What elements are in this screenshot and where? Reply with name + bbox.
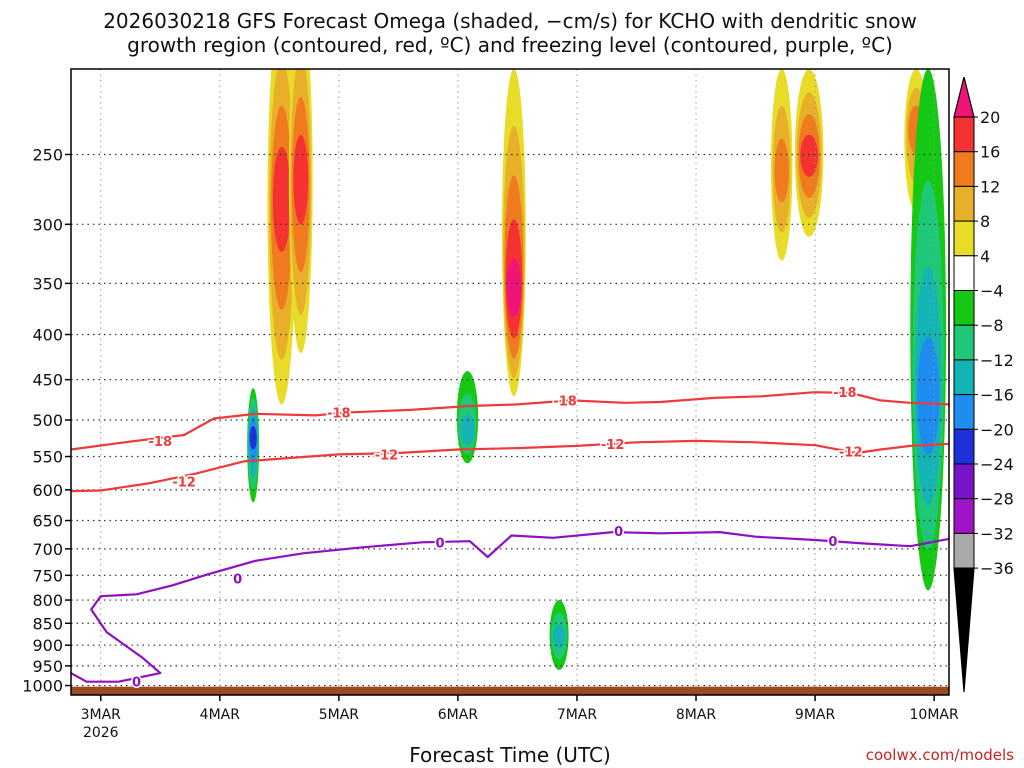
colorbar-label-5: −4 xyxy=(980,282,1004,301)
colorbar-segment-6 xyxy=(953,324,975,361)
colorbar-segment-11 xyxy=(953,498,975,534)
y-tick-label-850: 850 xyxy=(32,614,63,633)
y-tick-label-650: 650 xyxy=(32,512,63,531)
x-axis: 3MAR 2026 4MAR 5MAR 6MAR 7MAR 8MAR 9MAR 10MAR xyxy=(81,695,959,741)
colorbar-segment-8 xyxy=(953,394,975,430)
colorbar-label-0: 20 xyxy=(980,108,1000,127)
colorbar-label-2: 12 xyxy=(980,177,1000,196)
omega-shading xyxy=(247,69,947,670)
omega-cell-9-3 xyxy=(917,336,940,455)
y-tick-label-950: 950 xyxy=(32,657,63,676)
colorbar-label-13: −36 xyxy=(980,559,1014,578)
x-tick-label-3MAR: 3MAR xyxy=(81,707,122,723)
plot-frame xyxy=(70,68,950,696)
chart-title-line-1: 2026030218 GFS Forecast Omega (shaded, −… xyxy=(103,9,917,33)
colorbar-segment-9 xyxy=(953,428,975,465)
y-tick-label-250: 250 xyxy=(32,145,63,164)
y-tick-label-750: 750 xyxy=(32,566,63,585)
contour-label-minus18-0: -18 xyxy=(149,435,173,450)
dendritic-minus12-contour xyxy=(71,439,949,493)
omega-cell-3-2 xyxy=(774,138,789,203)
colorbar-segment-2 xyxy=(953,185,975,222)
y-tick-label-350: 350 xyxy=(32,274,63,293)
colorbar-label-4: 4 xyxy=(980,247,990,266)
colorbar-segment-4 xyxy=(953,255,975,292)
contour-label-minus18-1: -18 xyxy=(327,406,351,421)
y-axis: 250 300 350 400 450 500 550 600 650 700 750 800 850 9… xyxy=(22,145,71,696)
contour-label-zero-0: 0 xyxy=(132,676,141,691)
x-tick-label-7MAR: 7MAR xyxy=(557,707,598,723)
colorbar-bottom-arrow xyxy=(953,567,975,693)
colorbar-segment-3 xyxy=(953,220,975,257)
ground-surface xyxy=(71,686,949,695)
contour-label-minus12-3: -12 xyxy=(839,446,863,461)
omega-cell-7-2 xyxy=(460,414,475,445)
freezing-level-contour xyxy=(71,531,949,683)
x-tick-label-10MAR: 10MAR xyxy=(910,707,959,723)
colorbar-label-8: −16 xyxy=(980,386,1014,405)
contour-label-zero-4: 0 xyxy=(828,535,837,550)
x-tick-label-8MAR: 8MAR xyxy=(676,707,717,723)
colorbar-label-7: −12 xyxy=(980,351,1014,370)
colorbar-label-1: 16 xyxy=(980,143,1000,162)
y-tick-label-800: 800 xyxy=(32,591,63,610)
omega-cell-4-3 xyxy=(800,134,819,177)
contour-label-zero-1: 0 xyxy=(233,572,242,587)
x-tick-label-4MAR: 4MAR xyxy=(200,707,241,723)
colorbar-segment-1 xyxy=(953,151,975,187)
colorbar-segment-12 xyxy=(953,532,975,569)
x-tick-sublabel-3MAR: 2026 xyxy=(83,725,119,741)
contour-label-minus18-2: -18 xyxy=(553,394,577,409)
y-tick-label-550: 550 xyxy=(32,448,63,467)
colorbar-label-12: −32 xyxy=(980,524,1014,543)
plot-area: -18 -18 -18 -18 -12 -12 -12 -12 0 0 0 0 0 xyxy=(71,69,949,695)
colorbar-label-10: −24 xyxy=(980,455,1014,474)
chart-title-line-2: growth region (contoured, red, ºC) and f… xyxy=(127,33,893,57)
contour-label-minus18-3: -18 xyxy=(833,386,857,401)
y-tick-label-600: 600 xyxy=(32,481,63,500)
credit-text: coolwx.com/models xyxy=(866,746,1014,764)
y-tick-label-300: 300 xyxy=(32,215,63,234)
contour-label-zero-3: 0 xyxy=(614,525,623,540)
contour-lines: -18 -18 -18 -18 -12 -12 -12 -12 0 0 0 0 0 xyxy=(71,385,949,692)
colorbar-segment-5 xyxy=(953,290,975,326)
y-tick-label-700: 700 xyxy=(32,540,63,559)
colorbar-label-3: 8 xyxy=(980,212,990,231)
omega-cell-1-3 xyxy=(293,134,309,225)
grid-lines xyxy=(71,69,949,695)
omega-cell-8-2 xyxy=(552,624,566,649)
colorbar-top-arrow xyxy=(953,76,975,118)
y-tick-label-500: 500 xyxy=(32,411,63,430)
contour-label-minus12-0: -12 xyxy=(172,475,196,490)
y-tick-label-400: 400 xyxy=(32,326,63,345)
colorbar-segment-10 xyxy=(953,463,975,500)
omega-cell-6-4 xyxy=(249,426,257,450)
y-tick-label-900: 900 xyxy=(32,636,63,655)
contour-label-minus12-1: -12 xyxy=(375,448,399,463)
x-tick-label-9MAR: 9MAR xyxy=(795,707,836,723)
colorbar-segment-0 xyxy=(953,116,975,153)
dendritic-minus18-contour xyxy=(71,391,949,451)
x-axis-label: Forecast Time (UTC) xyxy=(409,743,611,767)
x-tick-label-5MAR: 5MAR xyxy=(319,707,360,723)
omega-cell-0-3 xyxy=(272,146,291,253)
omega-cell-2-4 xyxy=(506,258,522,317)
contour-label-zero-2: 0 xyxy=(436,536,445,551)
colorbar-segment-7 xyxy=(953,359,975,396)
y-tick-label-450: 450 xyxy=(32,371,63,390)
contour-label-minus12-2: -12 xyxy=(601,438,625,453)
colorbar-label-6: −8 xyxy=(980,316,1004,335)
colorbar: 20 16 12 8 4 −4 −8 −12 −16 −20 −24 −28 −32 −36 xyxy=(953,76,1014,693)
x-tick-label-6MAR: 6MAR xyxy=(438,707,479,723)
colorbar-label-11: −28 xyxy=(980,490,1014,509)
colorbar-label-9: −20 xyxy=(980,420,1014,439)
y-tick-label-1000: 1000 xyxy=(22,677,63,696)
